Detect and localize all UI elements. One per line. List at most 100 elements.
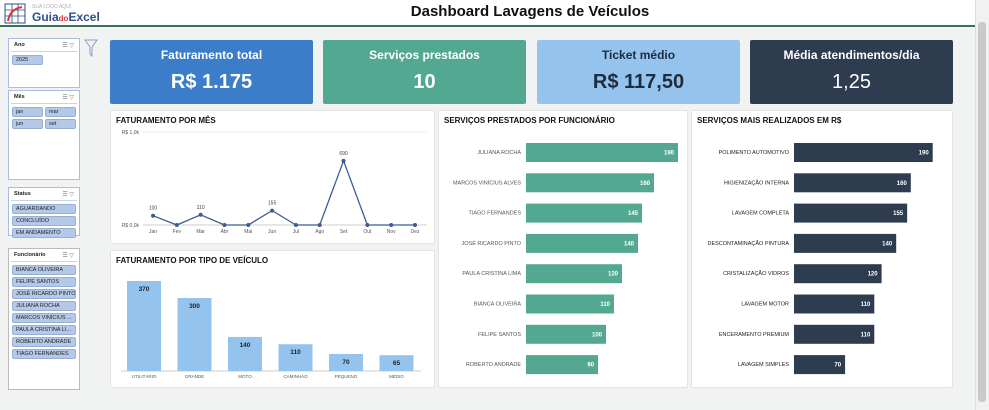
category-label: LAVAGEM COMPLETA bbox=[732, 211, 789, 217]
kpi-servicos-prestados: Serviços prestados 10 bbox=[323, 40, 526, 104]
data-label: 110 bbox=[600, 302, 610, 308]
category-label: PAULA CRISTINA LIMA bbox=[462, 271, 521, 277]
x-tick-label: Out bbox=[363, 229, 372, 235]
slicer-item[interactable]: MARCOS VINÍCIUS ... bbox=[12, 313, 76, 323]
spreadsheet-logo-icon bbox=[4, 3, 26, 24]
clear-filter-icon[interactable]: ▽ bbox=[69, 192, 74, 198]
data-label: 110 bbox=[861, 332, 871, 338]
slicer-item[interactable]: CONCLUÍDO bbox=[12, 216, 76, 226]
slicer-item[interactable]: set bbox=[45, 119, 76, 129]
data-label: 120 bbox=[868, 272, 879, 278]
clear-filter-icon[interactable]: ▽ bbox=[69, 43, 74, 49]
category-label: LAVAGEM SIMPLES bbox=[738, 362, 789, 368]
bar bbox=[526, 294, 614, 314]
slicer-item[interactable]: jan bbox=[12, 107, 43, 117]
data-label: 140 bbox=[882, 241, 893, 247]
slicer-item[interactable]: 2025 bbox=[12, 55, 43, 65]
slicer-item[interactable]: TIAGO FERNANDES bbox=[12, 349, 76, 359]
slicer-title: Funcionário bbox=[14, 252, 46, 258]
x-tick-label: UTILITÁRIO bbox=[132, 373, 157, 379]
x-tick-label: CAMINHÃO bbox=[283, 373, 308, 379]
slicer-item[interactable]: EM ANDAMENTO bbox=[12, 228, 76, 238]
category-label: HIGIENIZAÇÃO INTERNA bbox=[724, 179, 789, 186]
bar bbox=[526, 355, 598, 375]
x-tick-label: GRANDE bbox=[185, 374, 204, 379]
data-label: 70 bbox=[834, 363, 841, 369]
category-label: MARCOS VINÍCIUS ALVES bbox=[453, 179, 521, 186]
header-bar bbox=[0, 0, 975, 27]
category-label: BIANCA OLIVEIRA bbox=[474, 302, 521, 308]
slicer-item[interactable]: jun bbox=[12, 119, 43, 129]
x-tick-label: PEQUENO bbox=[335, 374, 358, 379]
slicer-title: Mês bbox=[14, 94, 25, 100]
chart-faturamento-por-tipo: FATURAMENTO POR TIPO DE VEÍCULO 370 UTILI… bbox=[110, 250, 435, 388]
slicer-item[interactable]: BIANCA OLIVEIRA bbox=[12, 265, 76, 275]
bar bbox=[794, 264, 882, 284]
multi-select-icon[interactable]: ☰ bbox=[62, 95, 68, 101]
category-label: TIAGO FERNANDES bbox=[468, 211, 521, 217]
slicer-item[interactable]: PAULA CRISTINA LI... bbox=[12, 325, 76, 335]
slicer-item[interactable]: AGUARDANDO bbox=[12, 204, 76, 214]
slicer-mes: Mês ☰ ▽ jan mar jun set bbox=[8, 90, 80, 180]
data-point bbox=[365, 223, 370, 227]
kpi-label: Ticket médio bbox=[601, 48, 676, 62]
slicer-item[interactable]: JOSÉ RICARDO PINTO bbox=[12, 289, 76, 299]
clear-all-filters-icon[interactable] bbox=[84, 39, 98, 62]
multi-select-icon[interactable]: ☰ bbox=[62, 192, 68, 198]
kpi-value: R$ 1.175 bbox=[170, 71, 253, 93]
data-label: 690 bbox=[339, 151, 348, 157]
category-label: FELIPE SANTOS bbox=[478, 332, 521, 338]
data-point bbox=[270, 208, 275, 213]
bar bbox=[794, 143, 933, 162]
slicer-item[interactable]: FELIPE SANTOS bbox=[12, 277, 76, 287]
bar bbox=[526, 173, 654, 193]
category-label: ENCERAMENTO PREMIUM bbox=[719, 332, 790, 338]
data-point bbox=[341, 158, 346, 163]
bar bbox=[526, 324, 606, 344]
bar bbox=[794, 294, 875, 314]
slicer-item[interactable]: JULIANA ROCHA bbox=[12, 301, 76, 311]
data-point bbox=[246, 223, 251, 227]
slicer-item[interactable]: ROBERTO ANDRADE bbox=[12, 337, 76, 347]
kpi-label: Média atendimentos/dia bbox=[783, 48, 920, 62]
kpi-ticket-medio: Ticket médio R$ 117,50 bbox=[537, 40, 740, 104]
category-label: JOSÉ RICARDO PINTO bbox=[462, 240, 522, 247]
clear-filter-icon[interactable]: ▽ bbox=[69, 253, 74, 259]
slicer-status: Status ☰ ▽ AGUARDANDO CONCLUÍDO EM ANDAMENT… bbox=[8, 187, 80, 238]
scrollbar-thumb[interactable] bbox=[978, 22, 986, 402]
slicer-item[interactable]: mar bbox=[45, 107, 76, 117]
data-label: 370 bbox=[139, 286, 150, 293]
data-label: 190 bbox=[664, 151, 675, 157]
x-tick-label: Abr bbox=[221, 229, 229, 235]
page-title: Dashboard Lavagens de Veículos bbox=[410, 3, 650, 20]
x-tick-label: Nov bbox=[387, 229, 396, 235]
bar bbox=[526, 233, 638, 253]
clear-filter-icon[interactable]: ▽ bbox=[69, 95, 74, 101]
data-label: 160 bbox=[897, 181, 908, 187]
x-tick-label: Fev bbox=[173, 229, 182, 235]
bar bbox=[379, 355, 414, 371]
logo-text-2: do bbox=[58, 14, 69, 23]
data-label: 300 bbox=[189, 303, 200, 310]
kpi-value: R$ 117,50 bbox=[592, 71, 685, 93]
logo-text-3: Excel bbox=[68, 10, 100, 24]
bar bbox=[794, 355, 846, 375]
bar bbox=[177, 298, 212, 371]
logo: SUA LOGO AQUI GuiadoExcel bbox=[4, 3, 100, 25]
logo-text-1: Guia bbox=[32, 10, 59, 24]
data-label: 110 bbox=[290, 349, 301, 356]
x-tick-label: Ago bbox=[315, 229, 324, 235]
bar bbox=[278, 344, 313, 371]
category-label: DESCONTAMINAÇÃO PINTURA bbox=[708, 240, 790, 247]
multi-select-icon[interactable]: ☰ bbox=[62, 253, 68, 259]
x-tick-label: Mar bbox=[196, 229, 205, 235]
data-point bbox=[293, 223, 298, 227]
slicer-title: Status bbox=[14, 191, 31, 197]
x-tick-label: Jul bbox=[293, 229, 299, 235]
multi-select-icon[interactable]: ☰ bbox=[62, 43, 68, 49]
data-point bbox=[317, 223, 322, 227]
data-label: 120 bbox=[608, 272, 619, 278]
bar bbox=[794, 173, 911, 193]
slicer-ano: Ano ☰ ▽ 2025 bbox=[8, 38, 80, 88]
data-label: 70 bbox=[342, 359, 350, 366]
